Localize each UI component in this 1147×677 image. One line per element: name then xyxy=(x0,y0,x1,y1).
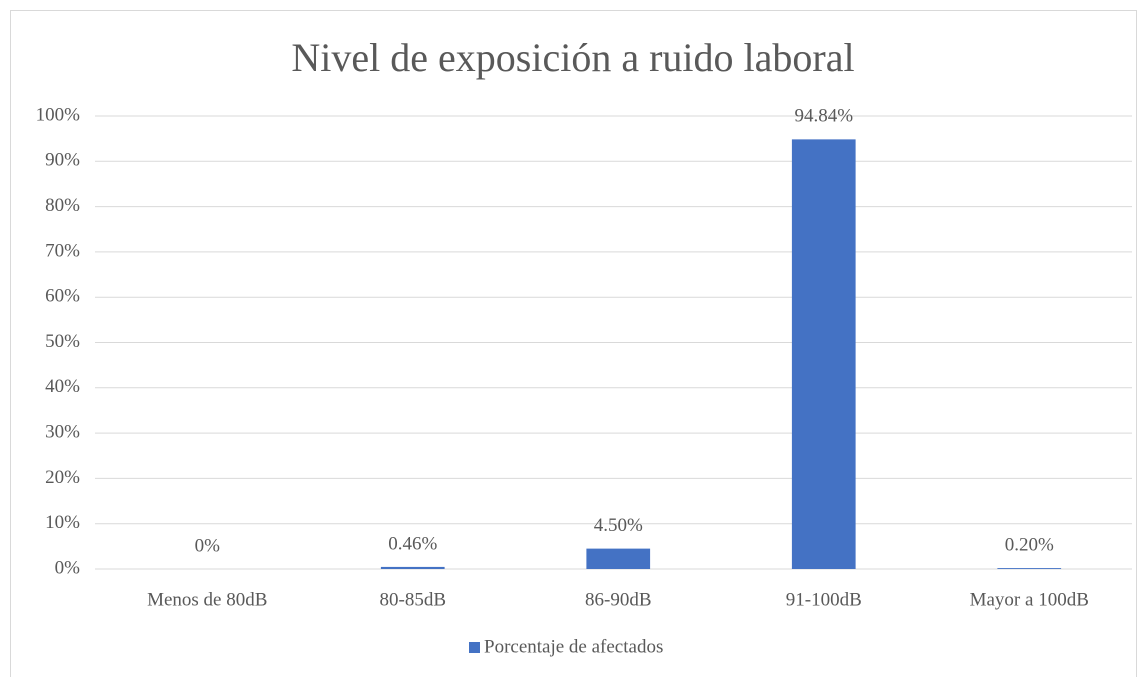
legend-swatch xyxy=(469,642,480,653)
y-tick-label: 60% xyxy=(45,286,80,307)
y-tick-label: 10% xyxy=(45,512,80,533)
y-tick-label: 100% xyxy=(36,104,81,125)
x-tick-label: 80-85dB xyxy=(380,589,447,610)
y-tick-label: 50% xyxy=(45,331,80,352)
x-tick-label: 91-100dB xyxy=(786,589,862,610)
y-tick-label: 90% xyxy=(45,150,80,171)
data-label: 0.20% xyxy=(1005,534,1054,555)
y-tick-label: 0% xyxy=(55,557,81,578)
y-tick-label: 70% xyxy=(45,240,80,261)
y-tick-label: 30% xyxy=(45,421,80,442)
x-tick-label: Mayor a 100dB xyxy=(970,589,1089,610)
y-tick-label: 40% xyxy=(45,376,80,397)
y-tick-label: 20% xyxy=(45,467,80,488)
legend-label: Porcentaje de afectados xyxy=(484,636,663,657)
data-label: 4.50% xyxy=(594,515,643,536)
x-tick-label: 86-90dB xyxy=(585,589,652,610)
data-label: 0.46% xyxy=(388,533,437,554)
bar xyxy=(380,566,445,569)
bar xyxy=(791,139,856,569)
x-tick-label: Menos de 80dB xyxy=(147,589,267,610)
data-label: 0% xyxy=(195,535,221,556)
chart-frame xyxy=(10,10,1137,677)
chart-title: Nivel de exposición a ruido laboral xyxy=(291,35,854,80)
data-label: 94.84% xyxy=(794,106,853,127)
y-tick-label: 80% xyxy=(45,195,80,216)
bar xyxy=(586,548,651,569)
bar xyxy=(997,568,1062,569)
